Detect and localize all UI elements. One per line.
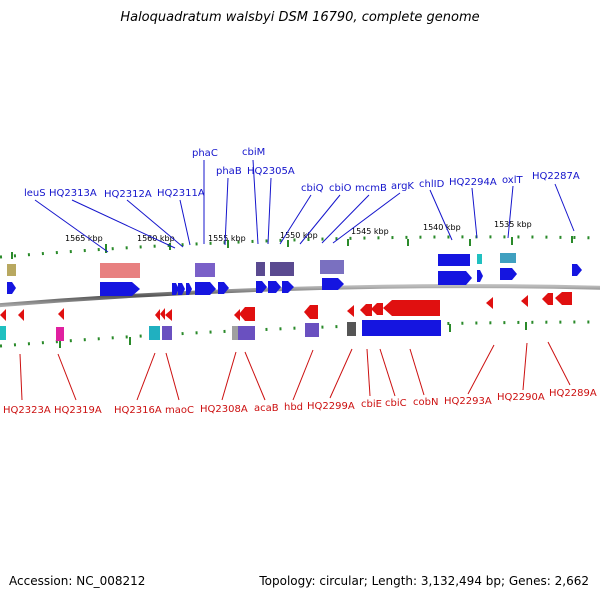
gene-label-top: HQ2312A bbox=[104, 189, 152, 200]
major-ticks bbox=[11, 236, 573, 259]
top-leaders bbox=[34, 159, 575, 253]
feature-boxes-top bbox=[7, 253, 516, 278]
gene-label-top: oxlT bbox=[502, 175, 524, 186]
gene-label-bottom: HQ2290A bbox=[497, 392, 545, 403]
gene-label-bottom: HQ2308A bbox=[200, 404, 248, 415]
gene-label-bottom: HQ2299A bbox=[307, 401, 355, 412]
genome-backbone bbox=[0, 284, 600, 308]
major-ticks-bottom bbox=[59, 322, 527, 348]
gene-label-top: HQ2294A bbox=[449, 177, 497, 188]
gene-label-bottom: hbd bbox=[284, 402, 303, 413]
gene-label-bottom: HQ2319A bbox=[54, 405, 102, 416]
gene-label-top: chlID bbox=[419, 179, 445, 190]
gene-label-bottom: HQ2293A bbox=[444, 396, 492, 407]
forward-genes bbox=[7, 264, 582, 296]
gene-label-top: phaC bbox=[192, 148, 218, 159]
map-title: Haloquadratum walsbyi DSM 16790, complet… bbox=[120, 10, 480, 25]
gene-label-top: HQ2311A bbox=[157, 188, 205, 199]
kbp-label: 1560 kbp bbox=[137, 234, 175, 243]
gene-label-top: leuS bbox=[24, 188, 46, 199]
gene-label-top: phaB bbox=[216, 166, 242, 177]
top-ruler bbox=[0, 235, 600, 259]
gene-label-top: cbiQ bbox=[301, 183, 324, 194]
kbp-label: 1550 kbp bbox=[280, 231, 318, 240]
gene-label-top: HQ2305A bbox=[247, 166, 295, 177]
gene-label-top: mcmB bbox=[355, 183, 387, 194]
bottom-ruler bbox=[0, 320, 600, 348]
gene-label-top: HQ2287A bbox=[532, 171, 580, 182]
kbp-label: 1565 kbp bbox=[65, 234, 103, 243]
gene-label-bottom: acaB bbox=[254, 403, 279, 414]
gene-label-bottom: cbiE bbox=[361, 399, 382, 410]
accession-text: Accession: NC_008212 bbox=[9, 574, 146, 588]
kbp-label: 1555 kbp bbox=[208, 234, 246, 243]
kbp-label: 1540 kbp bbox=[423, 223, 461, 232]
gene-label-top: cbiO bbox=[329, 183, 352, 194]
gene-label-bottom: maoC bbox=[165, 405, 194, 416]
gene-label-bottom: cbiC bbox=[385, 398, 407, 409]
gene-label-top: HQ2313A bbox=[49, 188, 97, 199]
gene-label-top: cbiM bbox=[242, 147, 265, 158]
bottom-leaders bbox=[19, 341, 571, 401]
gene-label-bottom: HQ2316A bbox=[114, 405, 162, 416]
gene-label-bottom: HQ2323A bbox=[3, 405, 51, 416]
reverse-genes bbox=[0, 292, 572, 321]
kbp-label: 1545 kbp bbox=[351, 227, 389, 236]
gene-label-top: argK bbox=[391, 181, 414, 192]
kbp-label: 1535 kbp bbox=[494, 220, 532, 229]
feature-boxes-bottom bbox=[0, 320, 441, 341]
gene-label-bottom: HQ2289A bbox=[549, 388, 597, 399]
topology-text: Topology: circular; Length: 3,132,494 bp… bbox=[259, 574, 589, 588]
gene-label-bottom: cobN bbox=[413, 397, 438, 408]
